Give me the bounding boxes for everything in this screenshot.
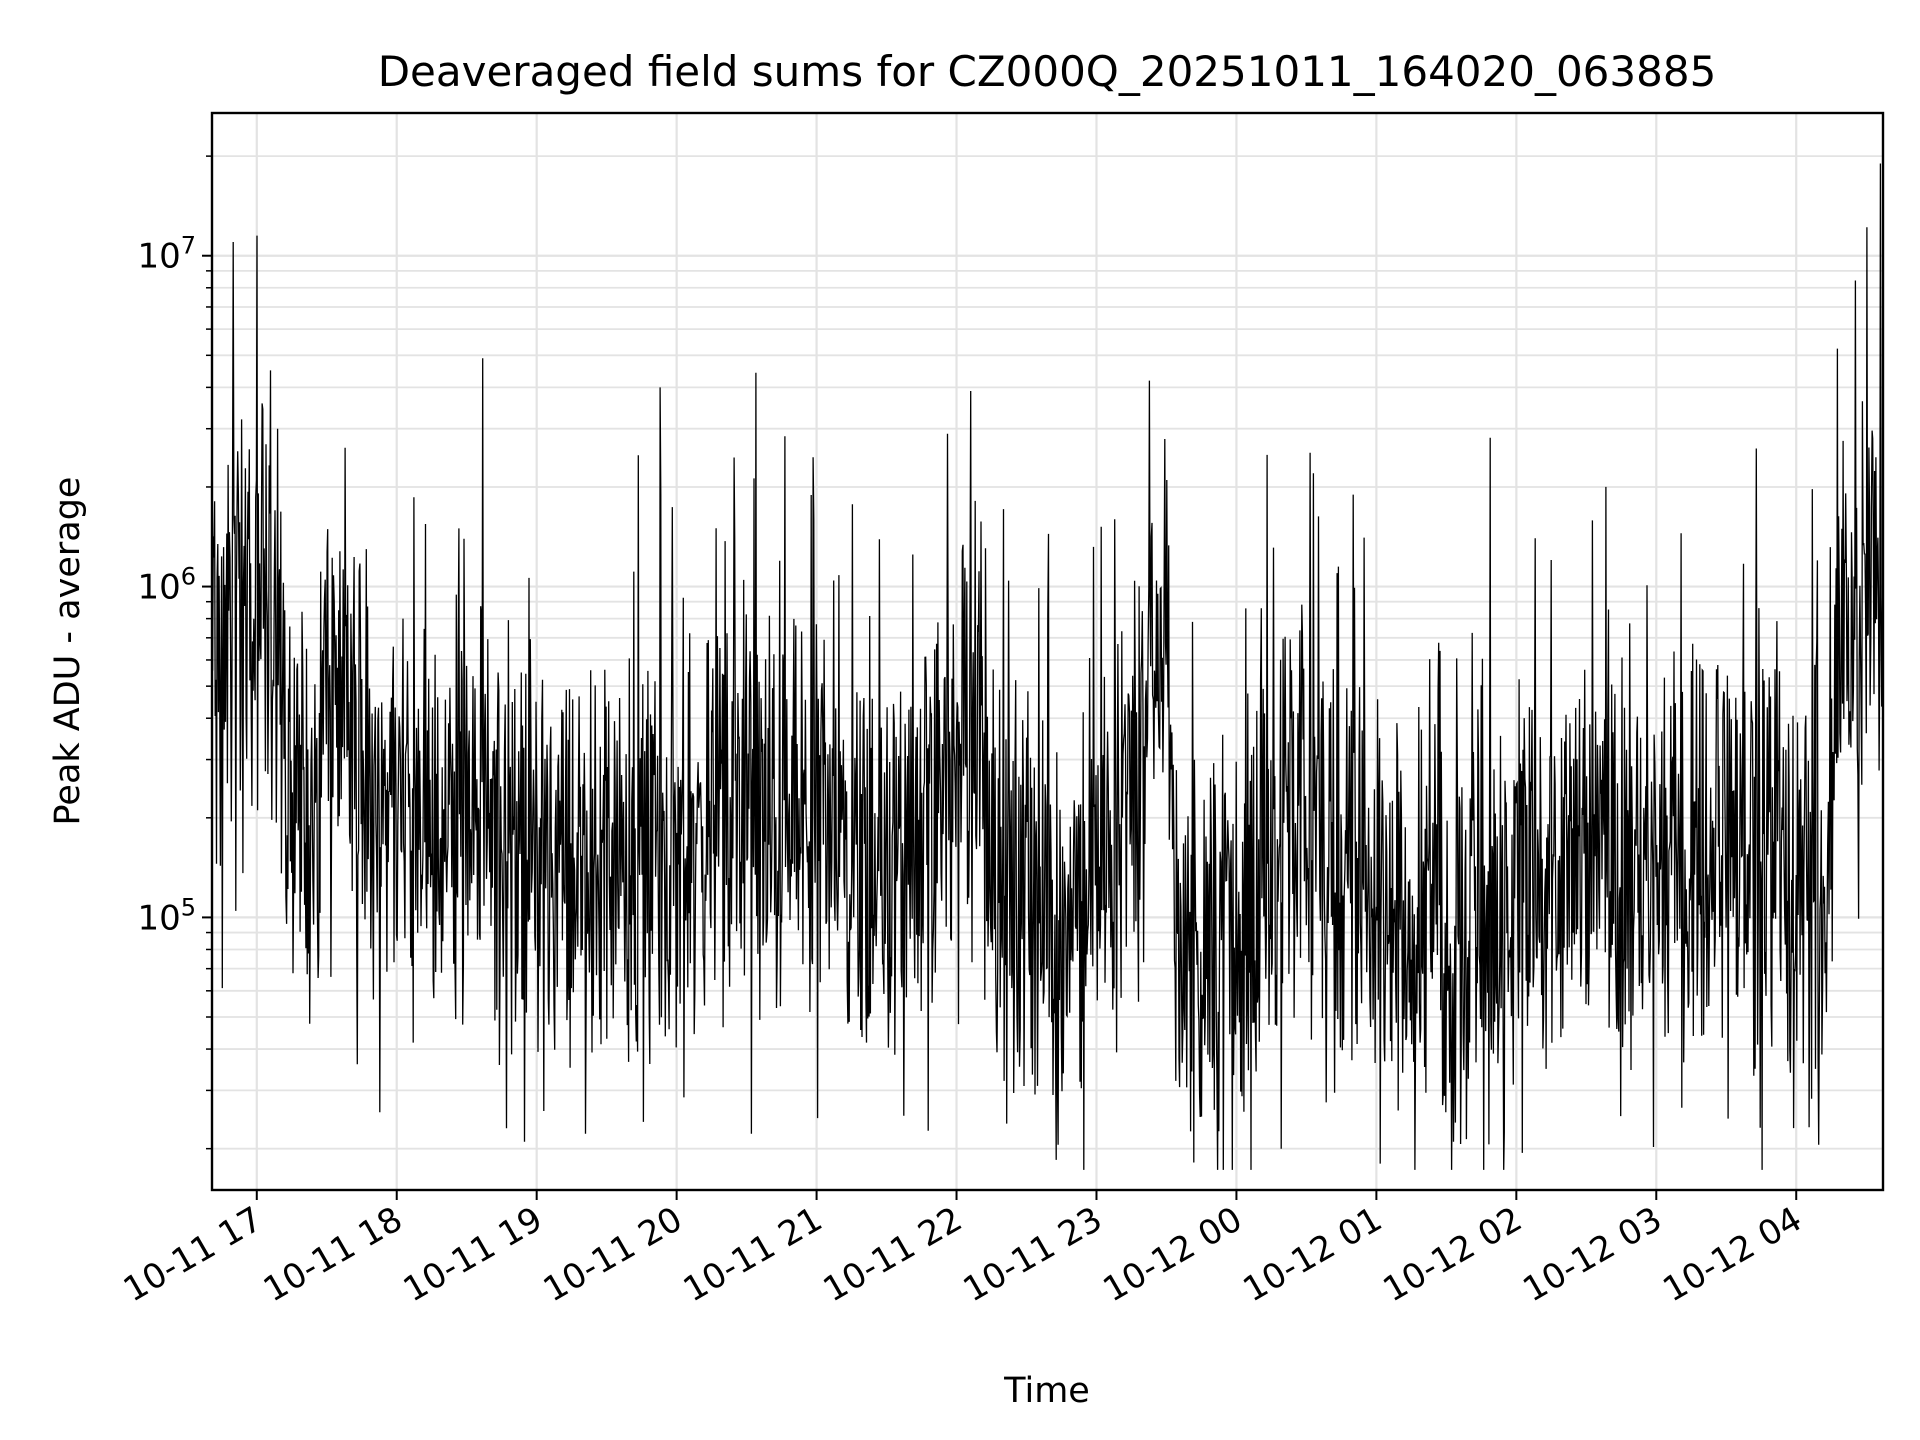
y-tick-label: 105 bbox=[137, 893, 196, 938]
plot-frame bbox=[210, 111, 1885, 1192]
y-tick-label: 107 bbox=[137, 232, 196, 277]
y-axis-label: Peak ADU - average bbox=[48, 477, 88, 826]
series-line bbox=[211, 163, 1884, 1170]
x-axis-label: Time bbox=[1003, 1371, 1090, 1411]
data-series bbox=[211, 163, 1884, 1170]
chart-title: Deaveraged field sums for CZ000Q_2025101… bbox=[378, 47, 1717, 96]
y-tick-label: 106 bbox=[137, 563, 196, 608]
